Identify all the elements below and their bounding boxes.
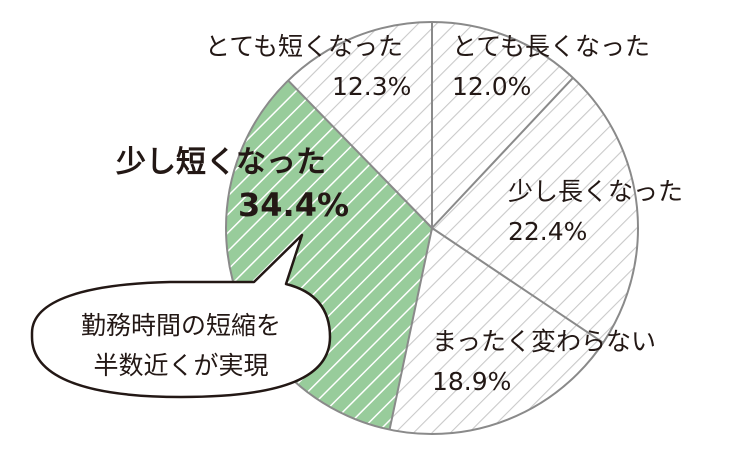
slice-label-2: 少し長くなった [508,177,683,206]
callout-line-2: 半数近くが実現 [93,351,268,380]
slice-value-1: 12.0% [452,72,531,101]
pie-slice-2 [432,77,639,343]
slice-label-4: 少し短くなった [116,145,326,180]
callout-line-1: 勤務時間の短縮を [81,311,281,340]
callout-bubble-outline [30,233,332,399]
slice-value-4: 34.4% [238,186,349,224]
pie-slice-1 [432,22,574,228]
pie-slice-3 [389,228,604,434]
slice-label-5: とても短くなった [205,32,403,61]
pie-divider-3 [431,227,604,344]
slice-value-2: 22.4% [508,217,587,246]
slice-label-1: とても長くなった [452,32,650,61]
pie-divider-5 [287,79,433,229]
callout-bubble: 勤務時間の短縮を 半数近くが実現 [30,233,332,399]
slice-label-3: まったく変わらない [432,327,656,356]
slice-value-5: 12.3% [332,72,411,101]
pie-divider-4 [388,227,433,430]
pie-outline [225,21,639,435]
slice-labels: とても長くなった 12.0% 少し長くなった 22.4% まったく変わらない 18.9% 少… [116,32,683,396]
slice-value-3: 18.9% [432,367,511,396]
pie-divider-2 [431,77,574,229]
pie-slice-5 [288,22,432,228]
pie-dividers [287,22,604,430]
